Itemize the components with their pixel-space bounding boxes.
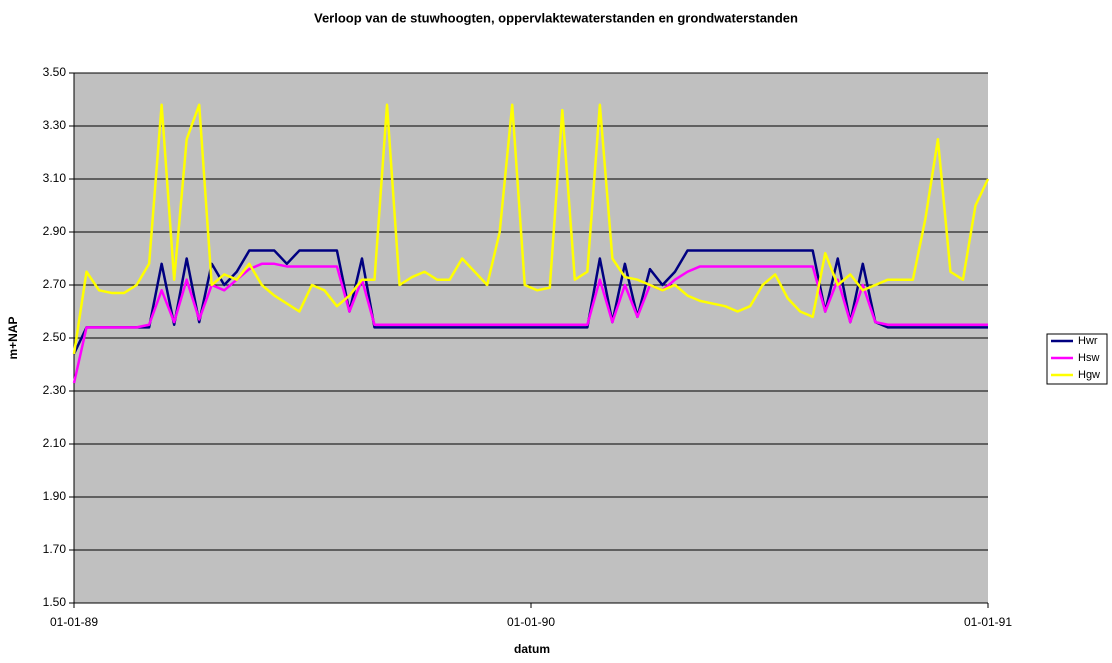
series-line xyxy=(72,249,988,355)
x-tick-label: 01-01-91 xyxy=(964,615,1012,629)
x-axis-label: datum xyxy=(514,642,550,656)
x-tick-label: 01-01-89 xyxy=(50,615,98,629)
y-tick-label: 3.30 xyxy=(43,118,67,132)
y-tick-label: 2.10 xyxy=(43,436,67,450)
series-line xyxy=(72,103,990,355)
y-tick-label: 3.10 xyxy=(43,171,67,185)
y-axis-label: m+NAP xyxy=(6,316,20,359)
y-tick-label: 2.50 xyxy=(43,330,67,344)
y-tick-label: 2.30 xyxy=(43,383,67,397)
legend-label: Hwr xyxy=(1078,335,1098,347)
y-tick-label: 1.50 xyxy=(43,595,67,609)
y-tick-label: 2.90 xyxy=(43,224,67,238)
chart-title: Verloop van de stuwhoogten, oppervlaktew… xyxy=(314,10,798,25)
y-tick-label: 1.90 xyxy=(43,489,67,503)
legend-label: Hgw xyxy=(1078,369,1100,381)
y-tick-label: 1.70 xyxy=(43,542,67,556)
y-tick-label: 3.50 xyxy=(43,65,67,79)
legend-label: Hsw xyxy=(1078,352,1099,364)
series-line xyxy=(72,262,988,384)
y-tick-label: 2.70 xyxy=(43,277,67,291)
x-tick-label: 01-01-90 xyxy=(507,615,555,629)
